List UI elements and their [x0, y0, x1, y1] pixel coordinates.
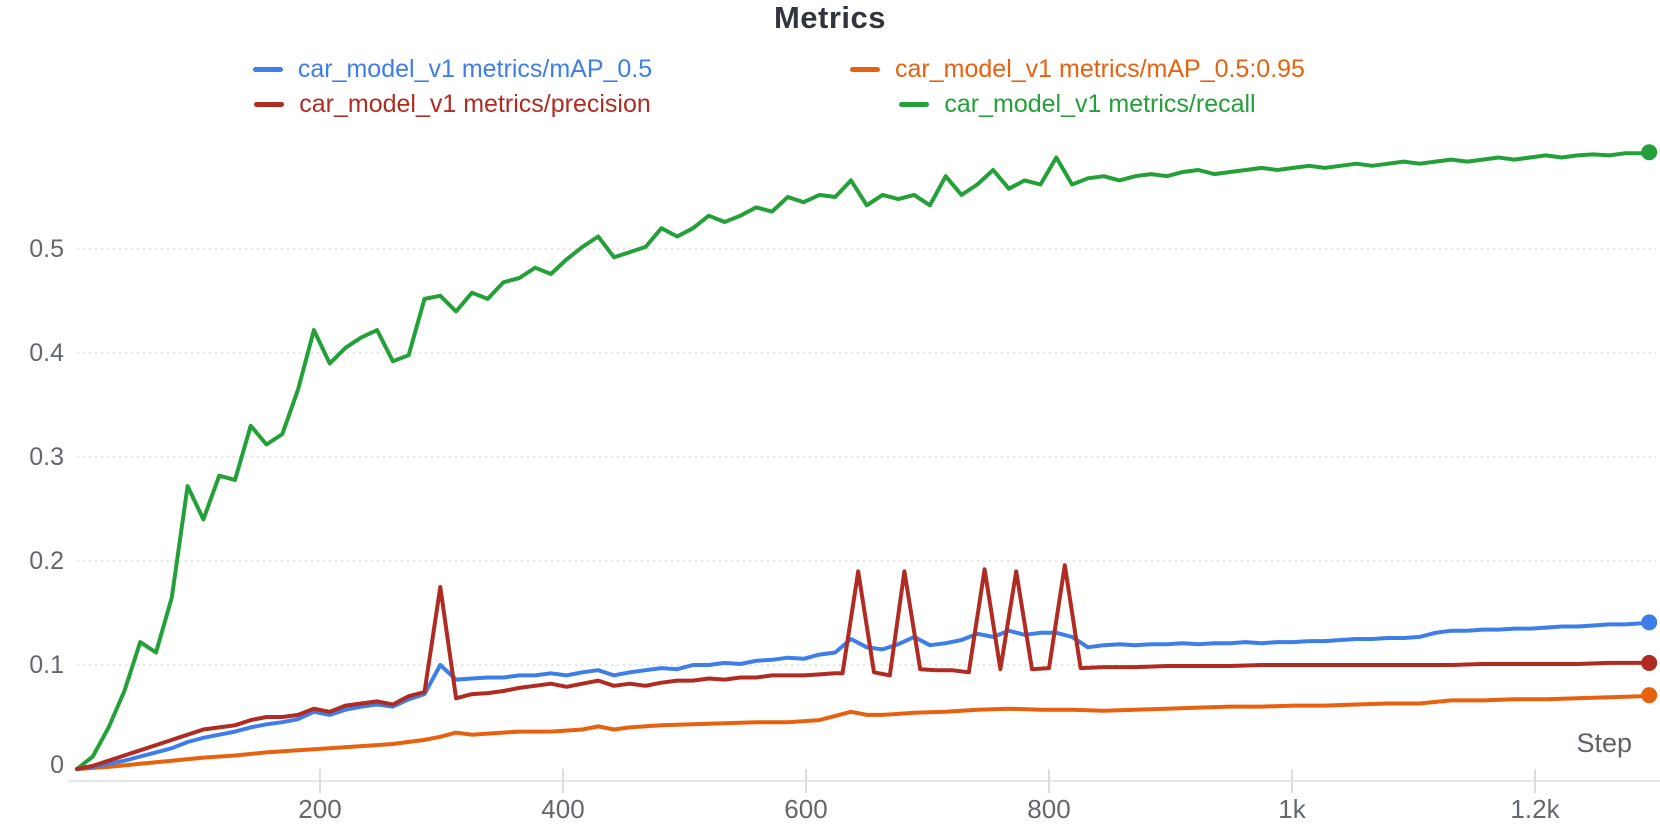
legend-item-map50-95[interactable]: car_model_v1 metrics/mAP_0.5:0.95	[765, 54, 1390, 84]
series-endpoint-map50[interactable]	[1641, 614, 1658, 631]
series-line-map50[interactable]	[75, 620, 1652, 771]
series-endpoint-map50-95[interactable]	[1641, 687, 1658, 704]
legend-item-recall[interactable]: car_model_v1 metrics/recall	[765, 89, 1390, 119]
y-tick-label: 0.5	[29, 235, 64, 263]
chart-legend: car_model_v1 metrics/mAP_0.5 car_model_v…	[140, 54, 1390, 119]
legend-label: car_model_v1 metrics/recall	[944, 90, 1256, 118]
chart-title: Metrics	[773, 0, 887, 35]
y-tick-label: 0.1	[29, 651, 64, 679]
series-line-recall[interactable]	[75, 150, 1652, 771]
series-dash-icon	[252, 66, 283, 72]
legend-label: car_model_v1 metrics/precision	[299, 90, 651, 118]
x-tick-label: 600	[784, 794, 827, 824]
legend-item-map50[interactable]: car_model_v1 metrics/mAP_0.5	[140, 54, 765, 84]
y-tick-label: 0.4	[29, 339, 64, 367]
x-tick-label: 1.2k	[1510, 794, 1560, 824]
x-tick-label: 200	[298, 794, 341, 824]
x-tick-label: 400	[541, 794, 584, 824]
y-tick-label: 0.3	[29, 443, 64, 471]
x-tick-label: 1k	[1278, 794, 1306, 824]
series-endpoint-recall[interactable]	[1641, 144, 1658, 161]
series-endpoint-precision[interactable]	[1641, 654, 1658, 671]
legend-label: car_model_v1 metrics/mAP_0.5:0.95	[895, 55, 1305, 83]
x-axis-title: Step	[1576, 728, 1632, 758]
series-dash-icon	[254, 101, 285, 107]
series-line-precision[interactable]	[75, 563, 1652, 771]
series-line-map50-95[interactable]	[75, 693, 1652, 771]
series-dash-icon	[850, 66, 881, 72]
y-tick-label: 0.2	[29, 547, 64, 575]
legend-item-precision[interactable]: car_model_v1 metrics/precision	[140, 89, 765, 119]
legend-label: car_model_v1 metrics/mAP_0.5	[297, 55, 653, 83]
x-tick-label: 800	[1027, 794, 1070, 824]
series-dash-icon	[899, 101, 930, 107]
y-tick-label: 0	[50, 751, 64, 779]
